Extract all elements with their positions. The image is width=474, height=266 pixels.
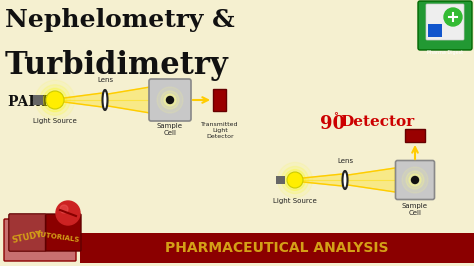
Circle shape — [166, 97, 173, 103]
Polygon shape — [108, 87, 150, 113]
Circle shape — [60, 205, 68, 213]
Circle shape — [287, 172, 303, 188]
Circle shape — [409, 174, 421, 186]
Text: Sample
Cell: Sample Cell — [402, 203, 428, 216]
Circle shape — [46, 91, 64, 109]
Circle shape — [56, 201, 80, 225]
Circle shape — [411, 177, 419, 184]
Text: Sample
Cell: Sample Cell — [157, 123, 183, 136]
Text: STUDY: STUDY — [11, 229, 43, 245]
Ellipse shape — [102, 90, 108, 110]
FancyBboxPatch shape — [426, 4, 464, 40]
Text: TUTORIALS: TUTORIALS — [36, 231, 80, 243]
Text: Lens: Lens — [97, 77, 113, 83]
Circle shape — [157, 87, 183, 113]
Circle shape — [406, 171, 424, 189]
Bar — [213, 89, 227, 111]
Bar — [428, 24, 442, 37]
Text: Nephelometry &: Nephelometry & — [5, 8, 235, 32]
Text: Light Source: Light Source — [33, 118, 77, 124]
Text: Pharma Digest: Pharma Digest — [427, 50, 463, 55]
FancyBboxPatch shape — [9, 214, 46, 251]
Polygon shape — [64, 93, 102, 107]
Text: PART I: PART I — [8, 95, 61, 109]
Bar — [33, 95, 43, 105]
FancyBboxPatch shape — [418, 1, 472, 50]
Text: PHARMACEUTICAL ANALYSIS: PHARMACEUTICAL ANALYSIS — [165, 241, 389, 255]
Circle shape — [282, 167, 309, 194]
Circle shape — [277, 163, 312, 198]
Text: °: ° — [333, 112, 338, 121]
Text: Light Source: Light Source — [273, 198, 317, 204]
Text: Lens: Lens — [337, 158, 353, 164]
Circle shape — [161, 91, 179, 109]
Polygon shape — [303, 174, 342, 186]
Polygon shape — [348, 168, 395, 192]
FancyBboxPatch shape — [149, 79, 191, 121]
Circle shape — [40, 85, 70, 115]
Text: Transmitted
Light
Detector: Transmitted Light Detector — [201, 122, 239, 139]
Circle shape — [35, 80, 75, 120]
FancyBboxPatch shape — [395, 160, 435, 200]
Circle shape — [402, 167, 428, 193]
Text: 90: 90 — [320, 115, 345, 133]
Circle shape — [164, 94, 176, 106]
Text: Detector: Detector — [340, 115, 414, 129]
FancyBboxPatch shape — [9, 214, 81, 251]
Ellipse shape — [343, 171, 347, 189]
Text: Turbidimetry: Turbidimetry — [5, 50, 229, 81]
Circle shape — [444, 8, 462, 26]
Bar — [80, 233, 474, 263]
Bar — [276, 176, 284, 184]
FancyBboxPatch shape — [4, 219, 76, 261]
Bar — [405, 128, 425, 142]
Circle shape — [284, 170, 305, 190]
Circle shape — [43, 88, 67, 112]
